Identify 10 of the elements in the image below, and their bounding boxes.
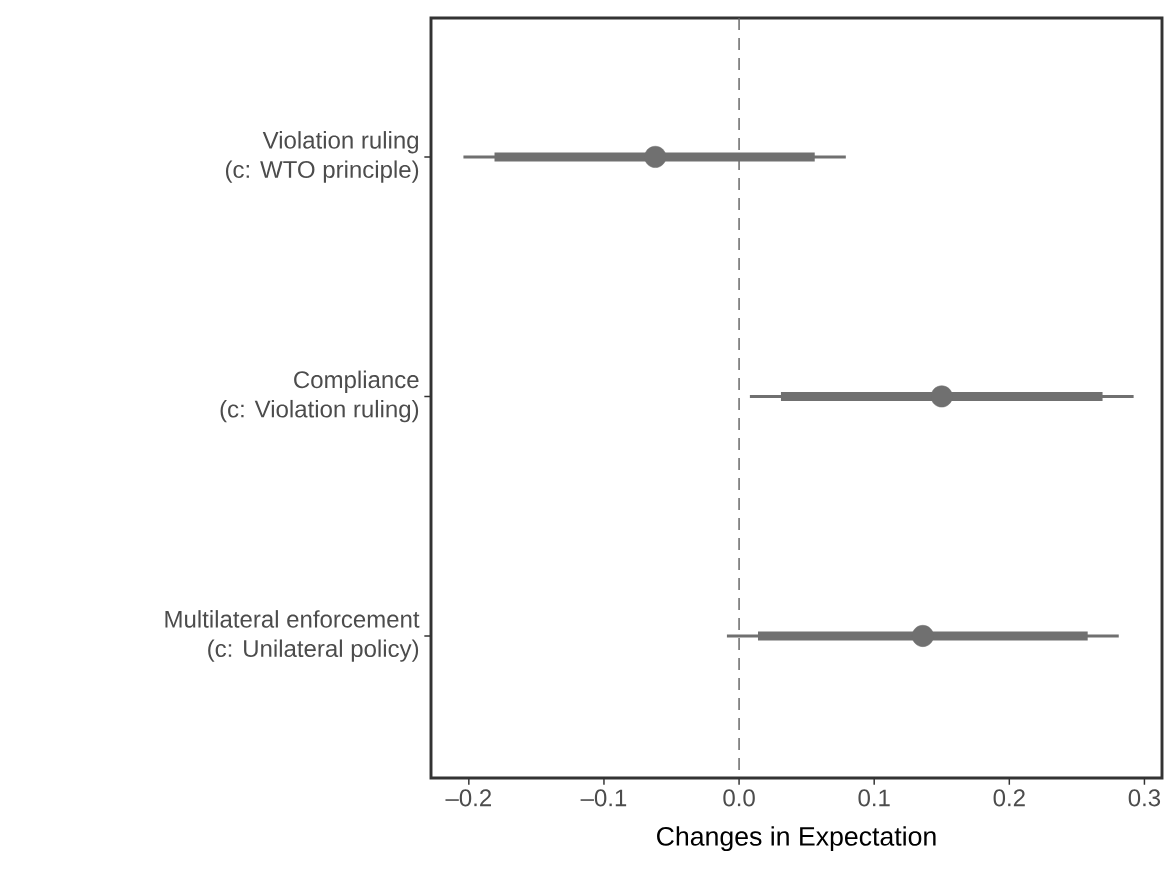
x-tick-label: 0.1 bbox=[858, 789, 890, 807]
y-tick-label: Violation ruling (c: WTO principle) bbox=[225, 131, 419, 183]
x-axis-title: Changes in Expectation bbox=[657, 826, 936, 852]
y-tick-label: Compliance (c: Violation ruling) bbox=[220, 370, 419, 423]
text: 0.0 bbox=[723, 789, 755, 807]
x-tick-label: 0.3 bbox=[1128, 789, 1161, 807]
x-tick-label: 0.2 bbox=[993, 789, 1025, 807]
x-tick-label: –0.1 bbox=[580, 789, 627, 807]
x-tick-label: –0.2 bbox=[445, 789, 491, 807]
y-tick-label: Multilateral enforcement (c: Unilateral policy) bbox=[165, 610, 420, 662]
